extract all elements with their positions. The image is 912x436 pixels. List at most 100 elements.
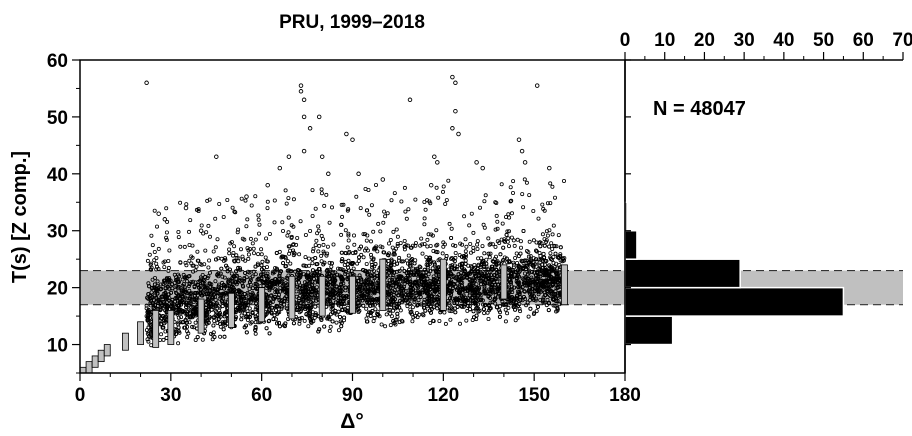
scatter-point bbox=[388, 285, 393, 290]
scatter-point bbox=[169, 290, 174, 295]
scatter-point bbox=[503, 307, 508, 312]
scatter-outlier-point bbox=[244, 194, 249, 199]
scatter-point bbox=[213, 279, 218, 284]
scatter-point bbox=[513, 318, 518, 323]
scatter-point bbox=[466, 303, 471, 308]
scatter-point bbox=[368, 239, 373, 244]
scatter-point bbox=[330, 292, 335, 297]
scatter-point bbox=[392, 251, 397, 256]
scatter-point bbox=[364, 306, 369, 311]
scatter-point bbox=[497, 310, 502, 315]
scatter-point bbox=[187, 307, 192, 312]
scatter-point bbox=[394, 227, 399, 232]
scatter-point bbox=[208, 298, 213, 303]
scatter-point bbox=[482, 307, 487, 312]
range-box bbox=[85, 361, 93, 374]
scatter-point bbox=[193, 311, 198, 316]
scatter-point bbox=[289, 269, 294, 274]
scatter-point bbox=[229, 271, 234, 276]
scatter-point bbox=[158, 322, 163, 327]
scatter-point bbox=[500, 221, 505, 226]
scatter-point bbox=[426, 232, 431, 237]
scatter-point bbox=[371, 229, 376, 234]
scatter-point bbox=[387, 292, 392, 297]
scatter-point bbox=[544, 238, 549, 243]
scatter-point bbox=[349, 268, 354, 273]
scatter-point bbox=[154, 267, 159, 272]
scatter-point bbox=[227, 247, 232, 252]
scatter-point bbox=[251, 251, 256, 256]
scatter-point bbox=[158, 287, 163, 292]
scatter-point bbox=[450, 296, 455, 301]
scatter-point bbox=[506, 244, 511, 249]
scatter-point bbox=[535, 286, 540, 291]
scatter-point bbox=[492, 298, 497, 303]
scatter-point bbox=[295, 235, 300, 240]
scatter-point bbox=[405, 304, 410, 309]
scatter-point bbox=[326, 281, 331, 286]
scatter-point bbox=[265, 259, 270, 264]
scatter-point bbox=[165, 305, 170, 310]
scatter-point bbox=[341, 318, 346, 323]
scatter-point bbox=[359, 252, 364, 257]
scatter-point bbox=[372, 302, 377, 307]
scatter-outlier-point bbox=[474, 160, 479, 165]
scatter-point bbox=[463, 261, 468, 266]
scatter-point bbox=[167, 248, 172, 253]
scatter-point bbox=[162, 265, 167, 270]
scatter-point bbox=[251, 246, 256, 251]
scatter-point bbox=[360, 282, 365, 287]
scatter-point bbox=[461, 299, 466, 304]
scatter-point bbox=[242, 237, 247, 242]
scatter-point bbox=[435, 297, 440, 302]
scatter-point bbox=[193, 268, 198, 273]
scatter-point bbox=[249, 203, 254, 208]
scatter-point bbox=[214, 290, 219, 295]
scatter-point bbox=[356, 297, 361, 302]
scatter-point bbox=[287, 244, 292, 249]
scatter-point bbox=[540, 278, 545, 283]
scatter-point bbox=[291, 250, 296, 255]
scatter-point bbox=[211, 304, 216, 309]
scatter-point bbox=[547, 263, 552, 268]
scatter-point bbox=[455, 286, 460, 291]
scatter-point bbox=[506, 212, 511, 217]
scatter-point bbox=[467, 307, 472, 312]
scatter-point bbox=[463, 299, 468, 304]
scatter-point bbox=[544, 280, 549, 285]
scatter-point bbox=[443, 201, 448, 206]
scatter-point bbox=[274, 321, 279, 326]
scatter-point bbox=[531, 238, 536, 243]
scatter-point bbox=[515, 315, 520, 320]
scatter-point bbox=[341, 298, 346, 303]
scatter-point bbox=[286, 215, 291, 220]
scatter-point bbox=[197, 285, 202, 290]
chart-title: PRU, 1999–2018 bbox=[279, 12, 425, 33]
scatter-point bbox=[316, 329, 321, 334]
scatter-point bbox=[488, 251, 493, 256]
scatter-point bbox=[321, 262, 326, 267]
scatter-point bbox=[550, 232, 555, 237]
scatter-point bbox=[314, 269, 319, 274]
scatter-point bbox=[419, 302, 424, 307]
scatter-point bbox=[304, 273, 309, 278]
scatter-point bbox=[495, 219, 500, 224]
scatter-point bbox=[428, 243, 433, 248]
scatter-point bbox=[512, 285, 517, 290]
scatter-point bbox=[552, 243, 557, 248]
scatter-outlier-point bbox=[144, 80, 149, 86]
scatter-point bbox=[253, 264, 258, 269]
scatter-point bbox=[254, 301, 259, 306]
scatter-point bbox=[310, 188, 315, 193]
scatter-point bbox=[472, 300, 477, 305]
scatter-point bbox=[522, 177, 527, 182]
scatter-point bbox=[364, 280, 369, 285]
scatter-point bbox=[272, 220, 277, 225]
scatter-point bbox=[283, 254, 288, 259]
scatter-point bbox=[373, 261, 378, 266]
scatter-point bbox=[465, 308, 470, 313]
histogram-tick-label: 20 bbox=[694, 30, 715, 51]
scatter-point bbox=[388, 323, 393, 328]
histogram-tick-label: 0 bbox=[620, 30, 631, 51]
scatter-point bbox=[553, 195, 558, 200]
